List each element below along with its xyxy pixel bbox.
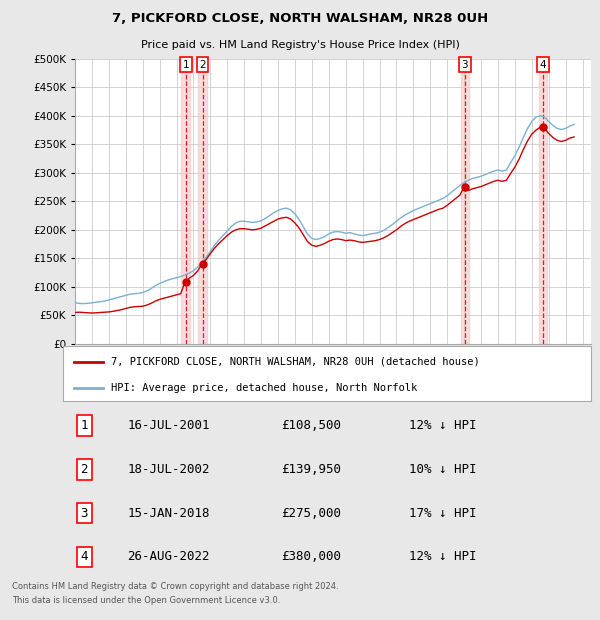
Text: 3: 3 bbox=[461, 60, 468, 69]
Text: £275,000: £275,000 bbox=[281, 507, 341, 520]
Text: 4: 4 bbox=[80, 551, 88, 564]
Text: 3: 3 bbox=[80, 507, 88, 520]
Text: 12% ↓ HPI: 12% ↓ HPI bbox=[409, 551, 477, 564]
Text: 7, PICKFORD CLOSE, NORTH WALSHAM, NR28 0UH: 7, PICKFORD CLOSE, NORTH WALSHAM, NR28 0… bbox=[112, 12, 488, 25]
Text: £380,000: £380,000 bbox=[281, 551, 341, 564]
Text: 1: 1 bbox=[182, 60, 189, 69]
Bar bbox=[199, 59, 207, 344]
Bar bbox=[461, 59, 469, 344]
Text: 4: 4 bbox=[539, 60, 546, 69]
Text: 16-JUL-2001: 16-JUL-2001 bbox=[127, 419, 210, 432]
Text: 7, PICKFORD CLOSE, NORTH WALSHAM, NR28 0UH (detached house): 7, PICKFORD CLOSE, NORTH WALSHAM, NR28 0… bbox=[110, 356, 479, 366]
Text: Contains HM Land Registry data © Crown copyright and database right 2024.: Contains HM Land Registry data © Crown c… bbox=[12, 582, 338, 591]
Text: 2: 2 bbox=[199, 60, 206, 69]
Text: This data is licensed under the Open Government Licence v3.0.: This data is licensed under the Open Gov… bbox=[12, 596, 280, 604]
Text: 10% ↓ HPI: 10% ↓ HPI bbox=[409, 463, 477, 476]
Text: 2: 2 bbox=[80, 463, 88, 476]
Text: 26-AUG-2022: 26-AUG-2022 bbox=[127, 551, 210, 564]
Text: £108,500: £108,500 bbox=[281, 419, 341, 432]
Text: Price paid vs. HM Land Registry's House Price Index (HPI): Price paid vs. HM Land Registry's House … bbox=[140, 40, 460, 50]
Text: £139,950: £139,950 bbox=[281, 463, 341, 476]
Bar bbox=[181, 59, 190, 344]
Text: 17% ↓ HPI: 17% ↓ HPI bbox=[409, 507, 477, 520]
Text: 15-JAN-2018: 15-JAN-2018 bbox=[127, 507, 210, 520]
Text: 12% ↓ HPI: 12% ↓ HPI bbox=[409, 419, 477, 432]
Text: HPI: Average price, detached house, North Norfolk: HPI: Average price, detached house, Nort… bbox=[110, 383, 417, 392]
Bar bbox=[539, 59, 547, 344]
Text: 18-JUL-2002: 18-JUL-2002 bbox=[127, 463, 210, 476]
Text: 1: 1 bbox=[80, 419, 88, 432]
